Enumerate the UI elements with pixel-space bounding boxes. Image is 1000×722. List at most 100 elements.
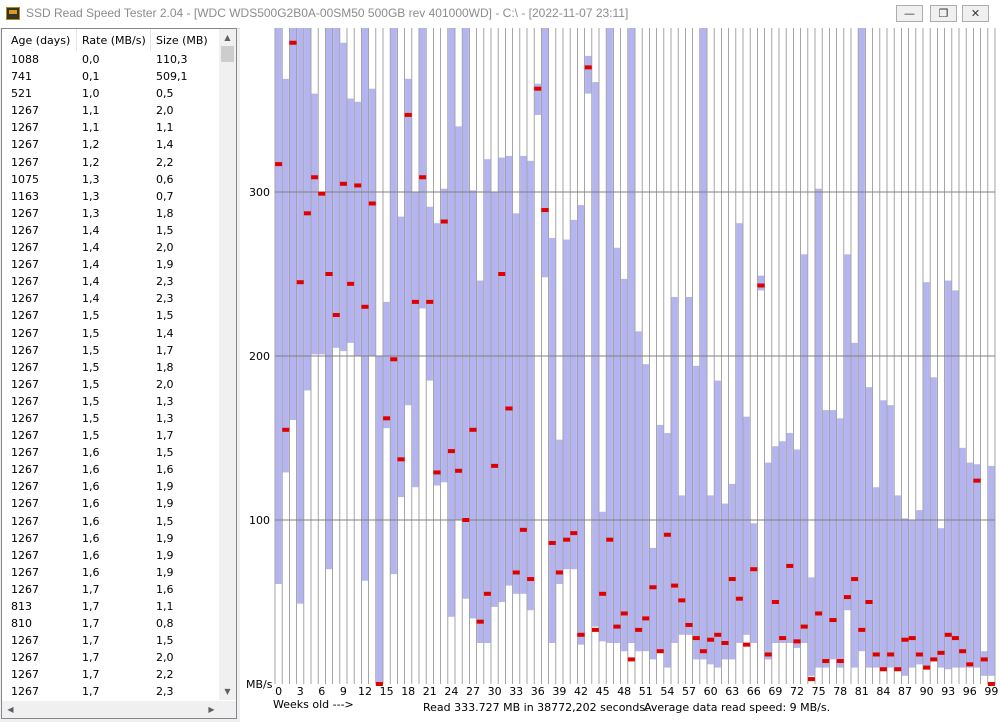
scroll-left-icon[interactable]: ◀ (7, 705, 14, 714)
rate-cell: 1,4 (82, 241, 100, 255)
speed-range-bar (678, 495, 685, 635)
x-tick-label: 75 (812, 685, 826, 698)
x-tick-label: 42 (574, 685, 588, 698)
average-marker (699, 649, 707, 654)
speed-range-bar (347, 98, 354, 343)
speed-range-bar (599, 511, 606, 642)
age-cell: 1088 (11, 53, 39, 66)
list-item[interactable]: 1267 1,6 1,9 (2, 548, 220, 565)
list-item[interactable]: 1267 1,5 1,4 (2, 326, 220, 343)
column-header-rate[interactable]: Rate (MB/s) (82, 34, 146, 47)
scroll-down-icon[interactable]: ▼ (224, 687, 231, 696)
list-item[interactable]: 1267 1,7 1,6 (2, 582, 220, 599)
header-divider[interactable] (76, 29, 77, 51)
list-item[interactable]: 1267 1,6 1,6 (2, 462, 220, 479)
list-item[interactable]: 1267 1,6 1,9 (2, 531, 220, 548)
size-cell: 2,2 (156, 155, 174, 169)
average-marker (743, 642, 751, 647)
speed-range-bar (520, 155, 527, 594)
list-item[interactable]: 1267 1,6 1,9 (2, 496, 220, 513)
list-item[interactable]: 1267 1,7 1,5 (2, 633, 220, 650)
speed-range-bar (304, 28, 311, 391)
size-cell: 1,7 (156, 343, 174, 357)
average-marker (455, 468, 463, 473)
scroll-right-icon[interactable]: ▶ (208, 705, 215, 714)
column-header-age[interactable]: Age (days) (11, 34, 71, 47)
list-item[interactable]: 1267 1,2 1,4 (2, 137, 220, 154)
list-item[interactable]: 1267 1,7 2,3 (2, 684, 220, 701)
average-marker (296, 280, 304, 285)
list-item[interactable]: 813 1,7 1,1 (2, 599, 220, 616)
average-marker (879, 667, 887, 672)
list-item[interactable]: 810 1,7 0,8 (2, 616, 220, 633)
average-marker (498, 272, 506, 276)
speed-range-bar (275, 28, 282, 584)
column-header-size[interactable]: Size (MB) (156, 34, 208, 47)
header-divider[interactable] (150, 29, 151, 51)
list-item[interactable]: 1267 1,4 2,3 (2, 274, 220, 291)
x-tick-label: 48 (617, 685, 631, 698)
rate-cell: 1,5 (82, 377, 100, 391)
scroll-corner (219, 701, 236, 718)
list-item[interactable]: 1267 1,4 1,9 (2, 257, 220, 274)
list-item[interactable]: 1267 1,1 2,0 (2, 103, 220, 120)
list-item[interactable]: 1267 1,6 1,5 (2, 445, 220, 462)
list-item[interactable]: 1163 1,3 0,7 (2, 189, 220, 206)
age-cell: 1267 (11, 565, 39, 579)
list-item[interactable]: 1267 1,6 1,9 (2, 479, 220, 496)
speed-range-bar (988, 465, 995, 676)
size-cell: 1,5 (156, 446, 174, 460)
list-item[interactable]: 1267 1,1 1,1 (2, 120, 220, 137)
list-item[interactable]: 1267 1,5 1,8 (2, 360, 220, 377)
list-item[interactable]: 1267 1,4 2,0 (2, 240, 220, 257)
rate-cell: 1,3 (82, 172, 100, 186)
list-item[interactable]: 1267 1,4 1,5 (2, 223, 220, 240)
minimize-button[interactable]: — (896, 5, 923, 22)
average-marker (325, 272, 333, 276)
list-item[interactable]: 1075 1,3 0,6 (2, 172, 220, 189)
rate-cell: 1,5 (82, 394, 100, 408)
speed-range-bar (318, 192, 325, 355)
list-item[interactable]: 1267 1,6 1,9 (2, 565, 220, 582)
list-item[interactable]: 1267 1,7 2,0 (2, 650, 220, 667)
average-marker (577, 632, 585, 637)
speed-range-bar (930, 377, 937, 660)
list-item[interactable]: 741 0,1 509,1 (2, 69, 220, 86)
list-item[interactable]: 1267 1,4 2,3 (2, 291, 220, 308)
size-cell: 2,3 (156, 292, 174, 306)
size-cell: 0,6 (156, 172, 174, 186)
vertical-scrollbar[interactable]: ▲ ▼ (219, 29, 236, 700)
y-axis-unit: MB/s (246, 678, 273, 691)
list-item[interactable]: 1267 1,5 1,3 (2, 411, 220, 428)
list-item[interactable]: 1267 1,2 2,2 (2, 155, 220, 172)
horizontal-scrollbar[interactable]: ◀ ▶ (2, 701, 220, 718)
speed-range-bar (297, 28, 304, 604)
list-item[interactable]: 1267 1,3 1,8 (2, 206, 220, 223)
maximize-button[interactable]: ❐ (930, 5, 957, 22)
scroll-thumb[interactable] (221, 46, 234, 62)
list-item[interactable]: 521 1,0 0,5 (2, 86, 220, 103)
age-cell: 1267 (11, 497, 39, 511)
list-item[interactable]: 1267 1,5 2,0 (2, 377, 220, 394)
scroll-up-icon[interactable]: ▲ (224, 33, 231, 42)
y-tick-label: 100 (249, 514, 270, 527)
list-item[interactable]: 1267 1,5 1,3 (2, 394, 220, 411)
speed-range-bar (700, 28, 707, 660)
average-marker (757, 283, 765, 288)
close-button[interactable]: ✕ (962, 5, 989, 22)
file-list[interactable]: Age (days) Rate (MB/s) Size (MB) 1088 0,0… (1, 28, 237, 719)
average-marker (642, 616, 650, 621)
list-item[interactable]: 1267 1,5 1,7 (2, 343, 220, 360)
weeks-axis-label: Weeks old ---> (273, 698, 354, 711)
age-cell: 1267 (11, 292, 39, 306)
rate-cell: 1,7 (82, 685, 100, 699)
speed-range-bar (743, 416, 750, 635)
average-marker (944, 632, 952, 637)
average-marker (375, 682, 383, 686)
list-item[interactable]: 1088 0,0 110,3 (2, 52, 220, 69)
list-item[interactable]: 1267 1,5 1,7 (2, 428, 220, 445)
list-item[interactable]: 1267 1,6 1,5 (2, 514, 220, 531)
list-item[interactable]: 1267 1,5 1,5 (2, 308, 220, 325)
average-marker (527, 577, 535, 582)
list-item[interactable]: 1267 1,7 2,2 (2, 667, 220, 684)
